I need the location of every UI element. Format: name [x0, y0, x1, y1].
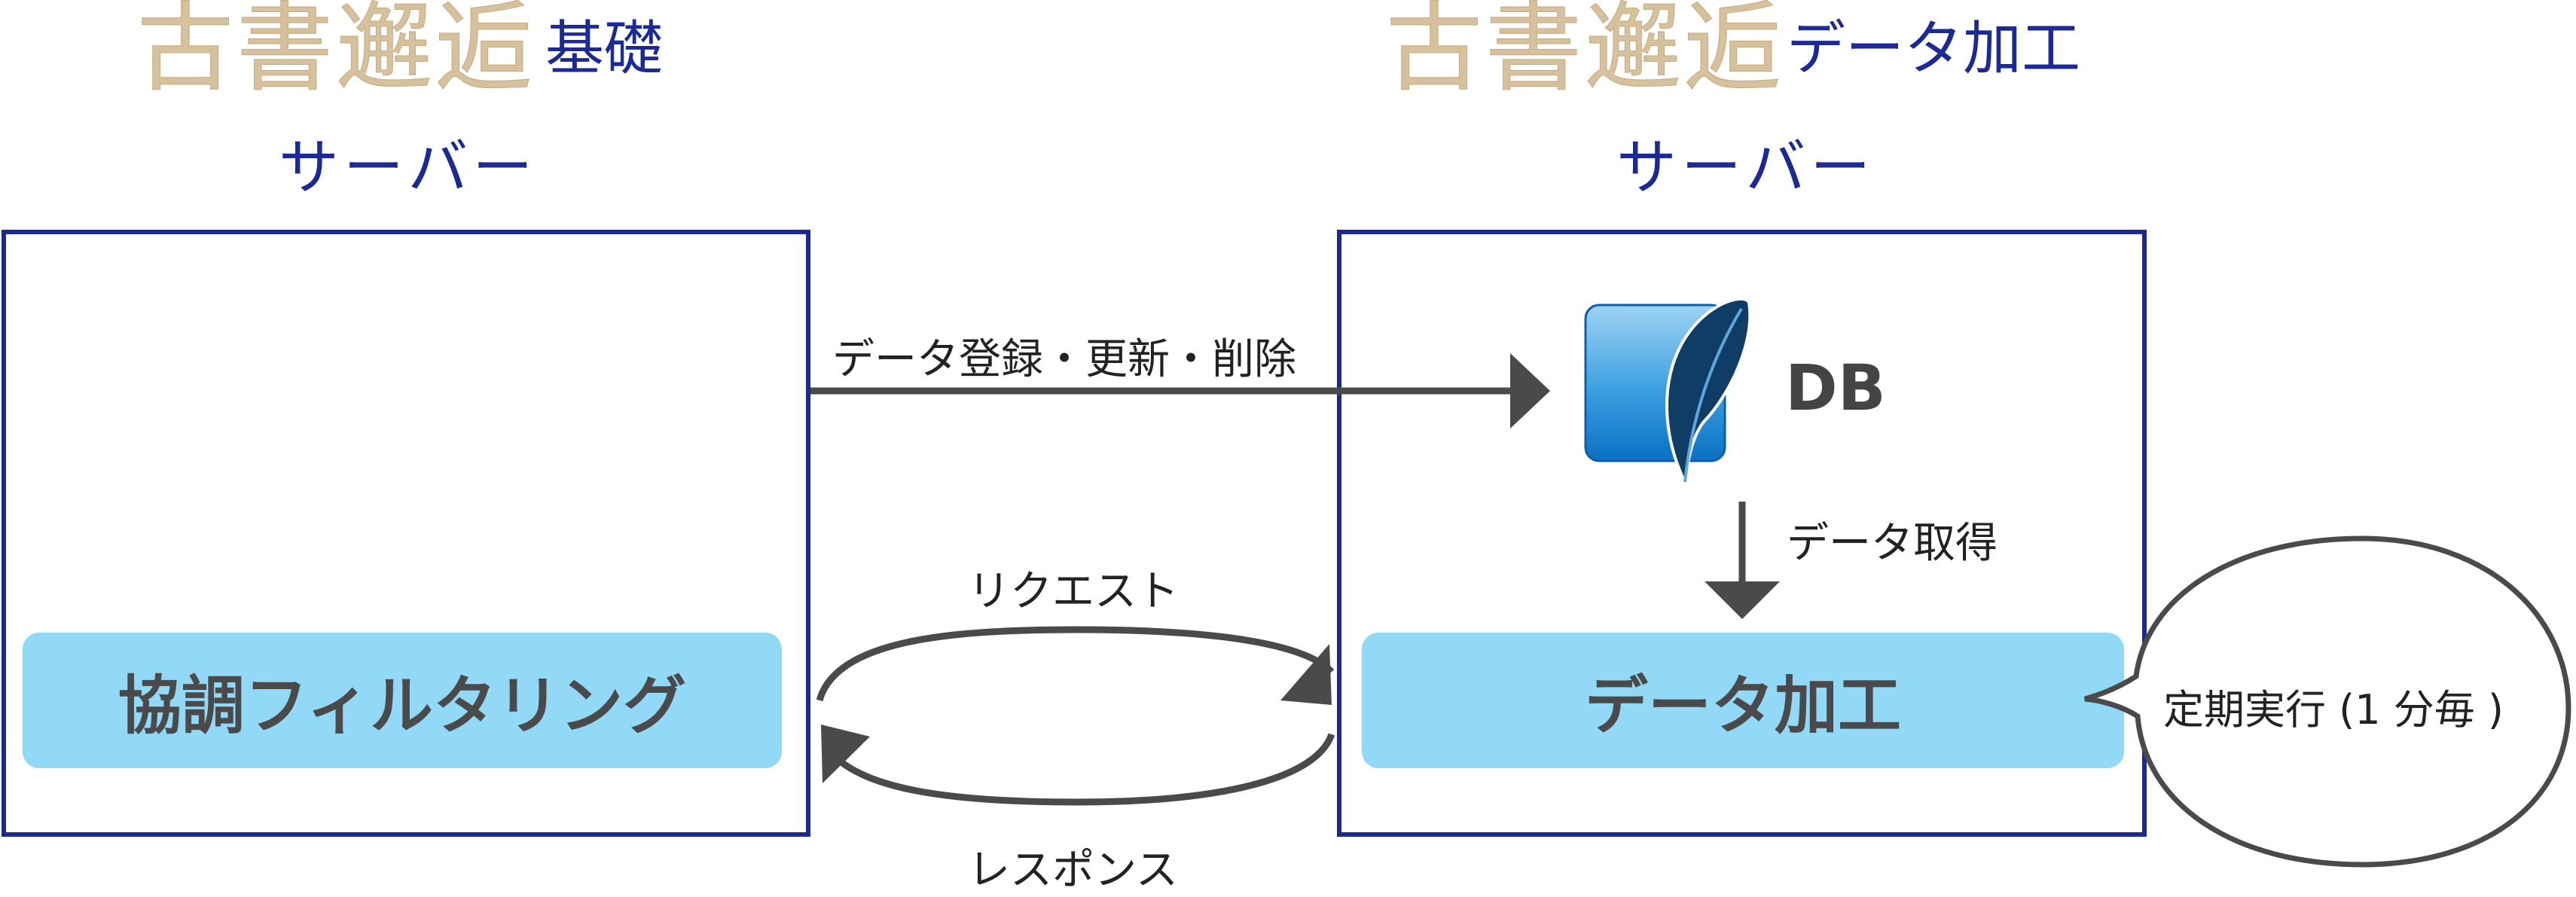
left-server-name: 基礎: [545, 15, 664, 83]
fetch-label: データ取得: [1787, 519, 1998, 568]
response-arrow: [821, 725, 1335, 806]
left-server-title: 古書邂逅 基礎: [136, 0, 664, 105]
write-label: データ登録・更新・削除: [832, 335, 1296, 384]
request-arrow: [816, 626, 1335, 705]
fetch-arrow: [1705, 502, 1780, 619]
data-processing-process: データ加工: [1362, 633, 2124, 768]
schedule-label: 定期実行 (1 分毎 ): [2163, 686, 2504, 734]
database-icon: [1584, 297, 1752, 483]
database-label: DB: [1785, 351, 1886, 425]
collaborative-filtering-process: 協調フィルタリング: [23, 633, 782, 768]
left-server-subtitle: サーバー: [279, 133, 538, 203]
right-brand-name: 古書邂逅: [1385, 0, 1784, 105]
right-server-subtitle: サーバー: [1616, 133, 1876, 203]
request-label: リクエスト: [968, 567, 1179, 616]
response-label: レスポンス: [968, 846, 1178, 895]
write-arrow: [810, 353, 1550, 429]
right-server-title: 古書邂逅 データ加工: [1385, 0, 2081, 105]
left-brand-name: 古書邂逅: [136, 0, 536, 105]
right-server-name: データ加工: [1787, 15, 2081, 83]
schedule-bubble: [2084, 535, 2571, 868]
